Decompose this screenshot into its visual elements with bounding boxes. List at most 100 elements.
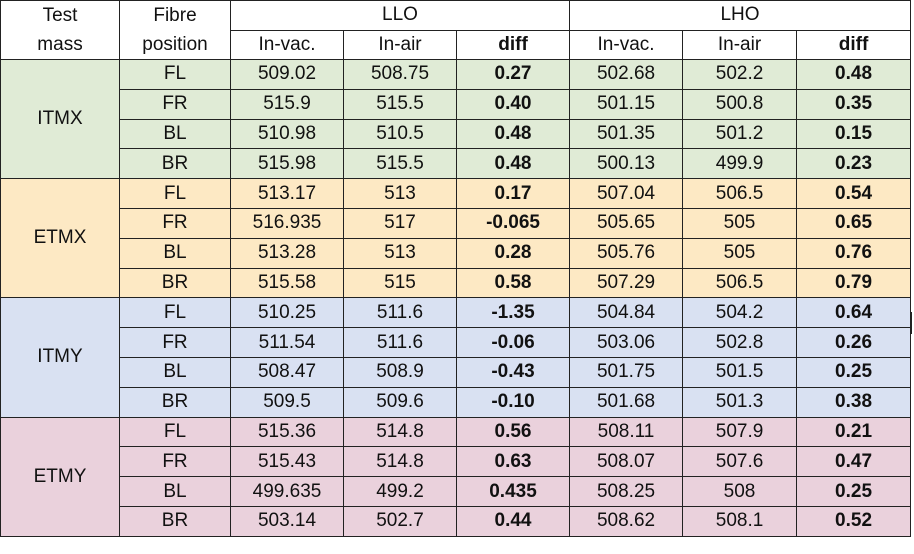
llo-in-vac-cell: 516.935 (230, 207, 344, 239)
lho-in-air-cell: 499.9 (682, 148, 798, 180)
fibre-position-cell: BL (119, 356, 231, 388)
llo-in-vac-cell: 509.02 (230, 59, 344, 90)
llo-in-air-cell: 515.5 (343, 88, 457, 120)
fibre-position-cell: FR (119, 446, 231, 478)
lho-in-vac-cell: 501.35 (569, 118, 684, 150)
llo-in-air-cell: 513 (343, 178, 457, 209)
test-mass-cell: ETMX (0, 178, 120, 299)
lho-in-air-cell: 500.8 (682, 88, 798, 120)
llo-diff-cell: 0.27 (455, 59, 571, 90)
lho-in-air-cell: 505 (682, 237, 798, 269)
llo-in-vac-cell: 511.54 (230, 327, 344, 358)
lho-in-vac-cell: 501.15 (569, 88, 684, 120)
llo-in-vac-cell: 515.98 (230, 148, 344, 180)
llo-diff-cell: 0.58 (455, 267, 571, 299)
lho-in-air-cell: 502.2 (682, 59, 798, 90)
fibre-position-cell: BL (119, 118, 231, 150)
llo-in-air-cell: 513 (343, 237, 457, 269)
table-row: BL 508.47 508.9 -0.43 501.75 501.5 0.25 (1, 356, 912, 388)
lho-in-air-cell: 506.5 (682, 267, 798, 299)
llo-in-vac-cell: 503.14 (230, 505, 344, 537)
lho-in-air-cell: 508 (682, 476, 798, 507)
llo-in-air-cell: 515.5 (343, 148, 457, 180)
lho-diff-cell: 0.35 (796, 88, 912, 120)
lho-in-air-cell: 505 (682, 207, 798, 239)
data-table-container: Test mass Fibre position LLO LHO In-vac.… (0, 0, 912, 537)
fibre-position-cell: FR (119, 327, 231, 358)
llo-diff-cell: 0.56 (455, 416, 571, 448)
lho-in-vac-cell: 507.04 (569, 178, 684, 209)
lho-diff-cell: 0.76 (796, 237, 912, 269)
llo-diff-cell: 0.63 (455, 446, 571, 478)
lho-in-vac-cell: 500.13 (569, 148, 684, 180)
lho-diff-cell: 0.38 (796, 386, 912, 418)
llo-diff-cell: -0.10 (455, 386, 571, 418)
table-row: FR 515.9 515.5 0.40 501.15 500.8 0.35 (1, 88, 912, 120)
table-row: BR 515.98 515.5 0.48 500.13 499.9 0.23 (1, 148, 912, 180)
lho-in-air-cell: 502.8 (682, 327, 798, 358)
lho-diff-cell: 0.21 (796, 416, 912, 448)
lho-diff-cell: 0.79 (796, 267, 912, 299)
table-row: ETMY FL 515.36 514.8 0.56 508.11 507.9 0.21 (0, 416, 912, 537)
header-fibre-position: Fibre position (119, 0, 231, 60)
llo-in-vac-cell: 509.5 (230, 386, 344, 418)
fibre-position-cell: BR (119, 386, 231, 418)
llo-in-vac-cell: 515.9 (230, 88, 344, 120)
test-mass-cell: ITMX (0, 58, 120, 180)
fibre-position-cell: FR (119, 88, 231, 120)
llo-in-air-cell: 508.9 (343, 356, 457, 388)
llo-diff-cell: 0.40 (455, 88, 571, 120)
lho-in-air-cell: 508.1 (682, 505, 798, 537)
lho-in-vac-cell: 503.06 (569, 327, 684, 358)
llo-in-vac-cell: 515.36 (230, 416, 344, 448)
table-row: FR 516.935 517 -0.065 505.65 505 0.65 (1, 207, 912, 239)
header-llo-diff: diff (455, 29, 571, 60)
lho-in-vac-cell: 505.65 (569, 207, 684, 239)
lho-in-vac-cell: 508.25 (569, 476, 684, 507)
header-group-llo: LLO (229, 0, 571, 31)
table-row: ITMX FL 509.02 508.75 0.27 502.68 502.2 0.48 (0, 58, 912, 180)
header-lho-in-air: In-air (682, 29, 798, 60)
lho-in-air-cell: 501.2 (682, 118, 798, 150)
llo-in-vac-cell: 513.17 (230, 178, 344, 209)
llo-diff-cell: 0.44 (455, 505, 571, 537)
llo-in-air-cell: 517 (343, 207, 457, 239)
lho-diff-cell: 0.23 (796, 148, 912, 180)
header-lho-diff: diff (796, 29, 912, 60)
lho-in-vac-cell: 501.68 (569, 386, 684, 418)
table-row: BL 510.98 510.5 0.48 501.35 501.2 0.15 (1, 118, 912, 150)
table-body: ITMX FL 509.02 508.75 0.27 502.68 502.2 0.48 FR 5… (0, 58, 912, 537)
llo-in-air-cell: 514.8 (343, 446, 457, 478)
llo-diff-cell: 0.48 (455, 148, 571, 180)
fibre-position-cell: FL (119, 59, 231, 90)
llo-diff-cell: 0.28 (455, 237, 571, 269)
lho-in-air-cell: 501.3 (682, 386, 798, 418)
lho-in-vac-cell: 504.84 (569, 297, 684, 329)
fibre-position-cell: BL (119, 237, 231, 269)
fibre-position-cell: BR (119, 267, 231, 299)
llo-in-vac-cell: 515.58 (230, 267, 344, 299)
llo-in-air-cell: 508.75 (343, 59, 457, 90)
llo-in-vac-cell: 513.28 (230, 237, 344, 269)
lho-diff-cell: 0.25 (796, 476, 912, 507)
lho-diff-cell: 0.52 (796, 505, 912, 537)
lho-in-vac-cell: 508.11 (569, 416, 684, 448)
lho-in-air-cell: 507.6 (682, 446, 798, 478)
llo-diff-cell: -0.065 (455, 207, 571, 239)
lho-in-air-cell: 501.5 (682, 356, 798, 388)
lho-in-vac-cell: 507.29 (569, 267, 684, 299)
table-row: BL 513.28 513 0.28 505.76 505 0.76 (1, 237, 912, 269)
llo-diff-cell: 0.435 (455, 476, 571, 507)
header-lho-in-vac: In-vac. (569, 29, 684, 60)
fibre-position-cell: BL (119, 476, 231, 507)
llo-diff-cell: -0.06 (455, 327, 571, 358)
test-mass-cell: ETMY (0, 416, 120, 537)
lho-diff-cell: 0.25 (796, 356, 912, 388)
llo-in-vac-cell: 499.635 (230, 476, 344, 507)
table-row: BR 509.5 509.6 -0.10 501.68 501.3 0.38 (1, 386, 912, 418)
llo-in-air-cell: 499.2 (343, 476, 457, 507)
table-row: BR 503.14 502.7 0.44 508.62 508.1 0.52 (1, 505, 912, 537)
lho-in-vac-cell: 505.76 (569, 237, 684, 269)
fibre-position-cell: FL (119, 178, 231, 209)
fibre-position-cell: FR (119, 207, 231, 239)
